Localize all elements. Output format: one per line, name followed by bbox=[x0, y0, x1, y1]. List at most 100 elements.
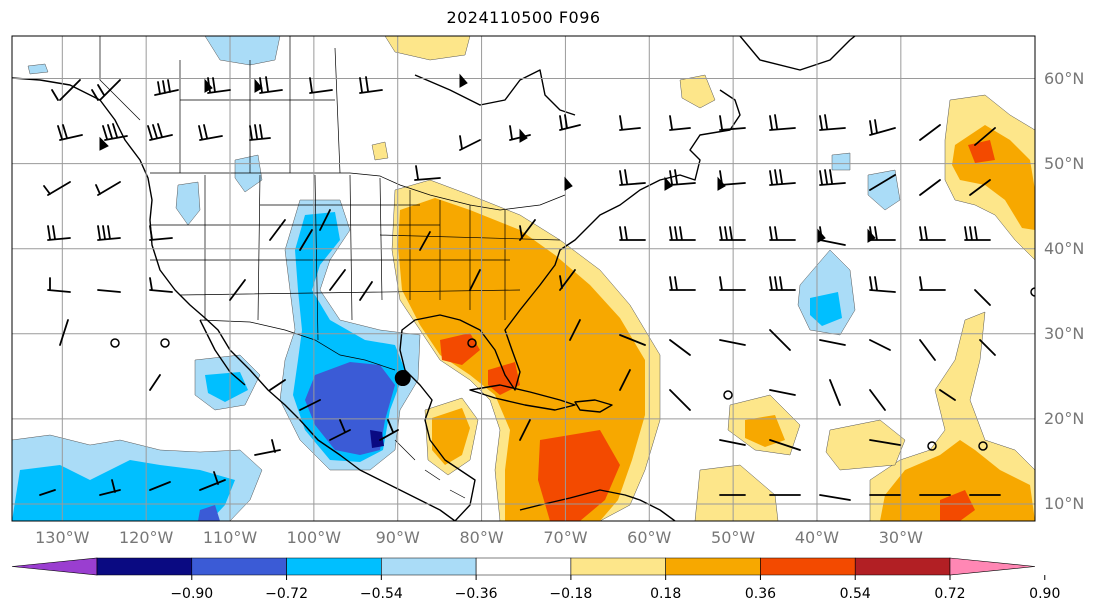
longitude-label: 100°W bbox=[286, 528, 342, 547]
wind-barb bbox=[199, 471, 226, 491]
wind-barb bbox=[974, 127, 996, 146]
colorbar-segment bbox=[191, 557, 287, 576]
wind-barb bbox=[819, 339, 846, 346]
longitude-label: 110°W bbox=[202, 528, 258, 547]
coastline-baja bbox=[199, 319, 246, 386]
wind-barb-pennants bbox=[99, 73, 876, 243]
wind-barb bbox=[974, 289, 991, 306]
latitude-label: 50°N bbox=[1044, 153, 1085, 173]
colorbar-tick-label: −0.36 bbox=[454, 586, 498, 602]
colorbar-segment bbox=[381, 557, 477, 576]
wind-barb bbox=[669, 389, 691, 411]
colorbar-segment bbox=[286, 557, 382, 576]
calm-wind-circle bbox=[467, 338, 477, 348]
province-borders bbox=[179, 36, 341, 174]
wind-barb bbox=[964, 226, 991, 241]
wind-barb bbox=[329, 269, 346, 291]
central-america-borders bbox=[394, 439, 466, 499]
wind-barb bbox=[147, 123, 173, 141]
wind-barb bbox=[669, 169, 696, 186]
anomaly-pos-light-ontario bbox=[371, 141, 389, 161]
wind-barb bbox=[819, 494, 851, 501]
anomaly-neg-light-bc bbox=[204, 36, 281, 66]
wind-barb bbox=[669, 115, 691, 131]
anomaly-pos-light-greenland bbox=[679, 74, 716, 109]
longitude-label: 50°W bbox=[711, 528, 756, 547]
calm-wind-circle bbox=[110, 338, 120, 348]
latitude-label: 60°N bbox=[1044, 68, 1085, 88]
colorbar-tick-label: 0.90 bbox=[1029, 586, 1061, 602]
anomaly-neg-max bbox=[370, 430, 384, 448]
wind-barb bbox=[869, 389, 886, 411]
wind-barb-pennant bbox=[717, 176, 726, 191]
wind-barb bbox=[559, 269, 576, 291]
wind-barb bbox=[769, 389, 796, 396]
wind-barb bbox=[819, 114, 846, 131]
longitude-label: 130°W bbox=[35, 528, 90, 547]
colorbar-tick-label: 0.54 bbox=[839, 586, 871, 602]
anomaly-neg-light-pnw bbox=[175, 181, 201, 226]
anomaly-neg-light-atl3 bbox=[831, 152, 851, 171]
anomaly-neg-light-alberta bbox=[234, 154, 263, 193]
latitude-label: 30°N bbox=[1044, 323, 1085, 343]
colorbar-tick-label: −0.54 bbox=[359, 586, 403, 602]
map-title: 2024110500 F096 bbox=[446, 8, 601, 27]
calm-wind-circle bbox=[160, 338, 170, 348]
wind-barb bbox=[719, 439, 746, 446]
wind-barb bbox=[969, 179, 991, 196]
colorbar-tick-label: −0.90 bbox=[170, 586, 214, 602]
anomaly-pos-light-trop2 bbox=[825, 419, 906, 471]
wind-barb bbox=[869, 276, 896, 293]
political-borders bbox=[99, 36, 566, 499]
wind-barb bbox=[769, 329, 791, 351]
wind-barb bbox=[254, 439, 281, 456]
wind-barb bbox=[57, 124, 83, 141]
colorbar-segment bbox=[475, 557, 572, 576]
wind-barb bbox=[769, 114, 796, 131]
storm-center-marker bbox=[394, 370, 411, 387]
wind-barb bbox=[414, 165, 441, 181]
wind-barb bbox=[769, 439, 801, 451]
wind-barb bbox=[91, 79, 121, 101]
wind-barb bbox=[559, 114, 581, 131]
wind-barb bbox=[39, 489, 56, 496]
wind-barb bbox=[719, 339, 746, 346]
wind-barb bbox=[869, 439, 901, 446]
wind-barb-pennant bbox=[817, 228, 826, 243]
latitude-label: 10°N bbox=[1044, 493, 1085, 513]
longitude-label: 80°W bbox=[459, 528, 504, 547]
anomaly-neg-light-atl2 bbox=[867, 169, 901, 211]
wind-barb bbox=[469, 269, 481, 291]
coastlines bbox=[12, 36, 856, 521]
wind-barb bbox=[359, 281, 373, 301]
coastline-hispaniola bbox=[574, 399, 613, 413]
wind-barb bbox=[379, 419, 399, 441]
calm-wind-circle bbox=[723, 390, 733, 400]
coastline-greenland bbox=[739, 36, 856, 71]
wind-barb bbox=[519, 219, 536, 241]
colorbar-segment bbox=[96, 557, 193, 576]
calm-wind-circles bbox=[110, 287, 1035, 451]
wind-barb bbox=[719, 226, 746, 241]
wind-barb bbox=[229, 279, 246, 301]
colorbar-tick-label: −0.18 bbox=[549, 586, 593, 602]
wind-barb bbox=[919, 226, 946, 241]
wind-barb bbox=[198, 124, 223, 141]
coastline-hudson bbox=[414, 69, 576, 116]
anomaly-pos-mid-trop1 bbox=[745, 415, 785, 447]
colorbar-tick-label: 0.36 bbox=[744, 586, 777, 602]
wind-barb bbox=[47, 225, 71, 241]
border-us-mexico bbox=[199, 319, 396, 371]
wind-barb bbox=[869, 119, 896, 136]
wind-barb bbox=[419, 231, 431, 251]
anomaly-neg-mid-baja bbox=[205, 372, 248, 402]
wind-barb bbox=[149, 225, 173, 241]
wind-barb bbox=[97, 289, 121, 293]
wind-barb bbox=[47, 277, 71, 293]
anomaly-pos-light-hudson bbox=[384, 36, 471, 61]
wind-barb bbox=[359, 76, 383, 94]
longitude-label: 30°W bbox=[878, 528, 923, 547]
border-us-canada bbox=[150, 172, 566, 211]
wind-barb bbox=[769, 226, 796, 241]
wind-barb bbox=[99, 479, 121, 496]
